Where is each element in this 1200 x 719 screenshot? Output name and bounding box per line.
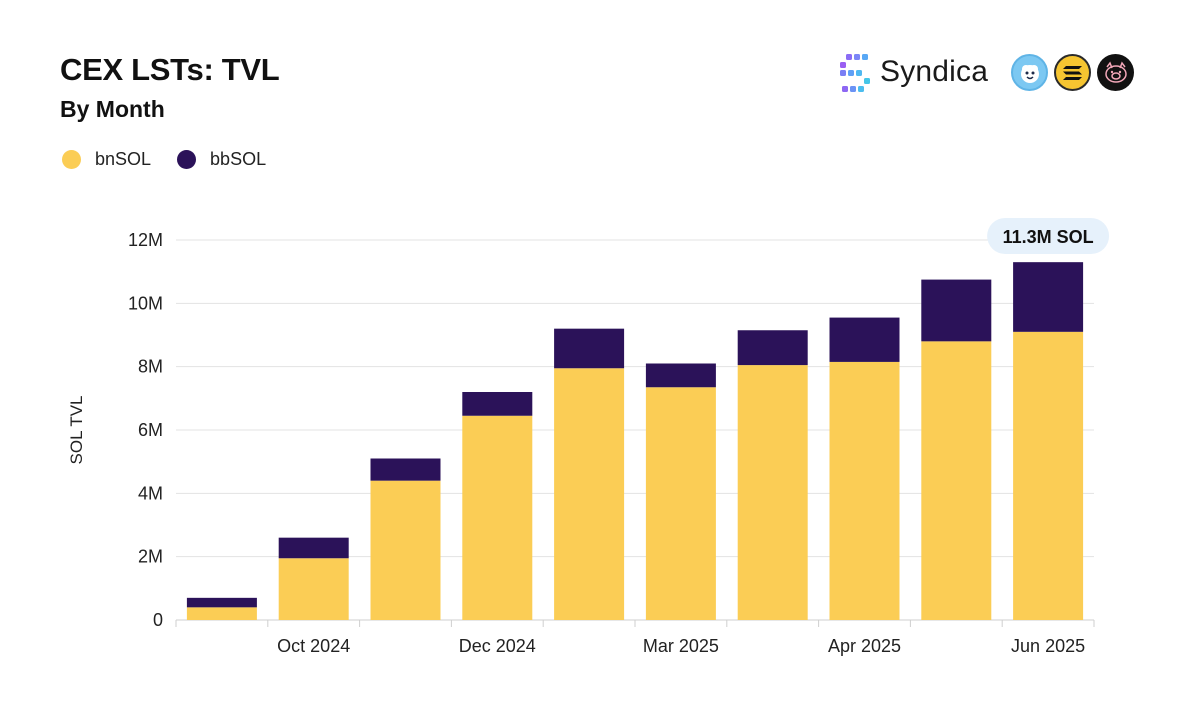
bar-bbsol [370,458,441,481]
y-tick-label: 10M [128,293,163,313]
bars [186,262,1084,620]
bar-bnsol [370,480,441,620]
bar-bnsol [737,365,808,620]
callout-label: 11.3M SOL [1003,227,1094,247]
x-axis: Oct 2024 Dec 2024 Mar 2025 Apr 2025 Jun 2025 [175,620,1095,656]
x-tick-label: Mar 2025 [643,636,719,656]
callout-pill [987,218,1110,254]
bar-bbsol [829,317,900,362]
legend-label-bbsol: bbSOL [210,149,267,169]
legend-swatch-bbsol [177,150,197,169]
partner-badges [1011,54,1134,91]
bar-bbsol [554,328,625,369]
y-tick-label: 4M [138,483,163,503]
bar-bnsol [278,558,349,620]
brand-logo: Syndica [838,52,988,92]
y-tick-label: 8M [138,357,163,377]
y-tick-label: 2M [138,547,163,567]
legend-label-bnsol: bnSOL [95,149,152,169]
chart-legend: bnSOL bbSOL [62,149,266,170]
bar-bbsol [921,279,992,342]
blue-mascot-icon [1011,54,1048,91]
y-tick-label: 6M [138,420,163,440]
x-tick-label: Apr 2025 [828,636,901,656]
legend-swatch-bnsol [62,150,81,169]
legend-item-bbsol: bbSOL [177,149,266,170]
bar-bnsol [554,368,625,620]
bar-bnsol [645,387,716,620]
total-callout: 11.3M SOL [987,218,1110,254]
brand-name: Syndica [880,55,989,88]
bar-bbsol [1013,262,1084,332]
bar-bbsol [278,537,349,559]
pig-icon [1097,54,1134,91]
bar-bnsol [1013,331,1084,620]
bar-bnsol [829,361,900,620]
x-tick-label: Oct 2024 [277,636,350,656]
bar-bnsol [186,607,257,620]
bar-bbsol [186,597,257,608]
solana-coin-icon [1054,54,1091,91]
legend-item-bnsol: bnSOL [62,149,151,170]
x-tick-label: Jun 2025 [1011,636,1085,656]
y-tick-label: 0 [153,610,163,630]
x-tick-label: Dec 2024 [459,636,536,656]
syndica-logo-icon [840,54,870,92]
bar-bnsol [462,415,533,620]
bar-bbsol [462,392,533,416]
y-axis-label: SOL TVL [67,396,86,465]
chart-title: CEX LSTs: TVL [60,52,280,87]
chart-subtitle: By Month [60,96,165,122]
bar-bbsol [645,363,716,388]
bar-bnsol [921,341,992,620]
y-tick-label: 12M [128,230,163,250]
bar-bbsol [737,330,808,366]
